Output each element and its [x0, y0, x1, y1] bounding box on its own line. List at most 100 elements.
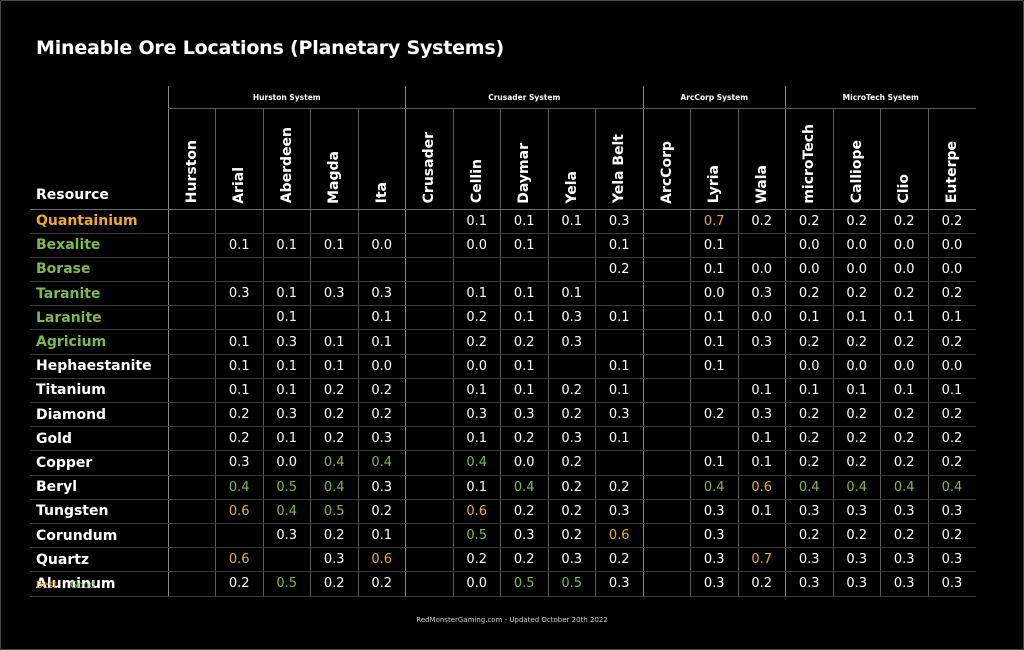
column-header: Hurston: [167, 108, 216, 210]
value-cell: 0.3: [310, 547, 358, 573]
value-cell: 0.6: [215, 547, 263, 573]
value-cell: 0.6: [737, 475, 786, 500]
value-cell: [405, 305, 453, 331]
value-cell: 0.1: [737, 378, 786, 404]
value-cell: [167, 450, 216, 476]
value-cell: [167, 354, 216, 379]
value-cell: 0.1: [262, 354, 311, 379]
value-cell: 0.3: [595, 571, 643, 597]
value-cell: [642, 402, 691, 428]
column-header-label: Euterpe: [944, 141, 960, 204]
value-cell: 0.1: [310, 233, 358, 258]
value-cell: 0.2: [927, 402, 976, 428]
value-cell: 0.2: [215, 402, 263, 428]
value-cell: 0.3: [357, 281, 406, 307]
column-header-label: Magda: [326, 150, 343, 204]
table-row: Gold 0.2 0.1 0.2 0.3 0.1 0.2 0.3 0.1 0.1 0.2 0.2 0.2…: [30, 426, 976, 452]
value-cell: 0.1: [690, 329, 738, 355]
value-cell: [642, 426, 691, 452]
value-cell: 0.2: [500, 499, 548, 524]
table-row: Tungsten 0.6 0.4 0.5 0.2 0.6 0.2 0.2 0.3 0.3 0.1 0.…: [30, 499, 976, 524]
value-cell: [405, 450, 453, 476]
value-cell: 0.1: [452, 475, 501, 500]
value-cell: 0.2: [547, 450, 596, 476]
value-cell: 0.2: [215, 571, 263, 597]
value-cell: [167, 402, 216, 428]
table-row: Corundum 0.3 0.2 0.1 0.5 0.3 0.2 0.6 0.3 0.2 0.2 0.…: [30, 523, 976, 549]
value-cell: 0.1: [595, 305, 643, 331]
value-cell: 0.0: [452, 233, 501, 258]
value-cell: [310, 209, 358, 234]
column-header: Calliope: [832, 108, 881, 210]
value-cell: 0.1: [500, 378, 548, 404]
resource-name: Titanium: [30, 378, 168, 404]
value-cell: 0.2: [310, 402, 358, 428]
value-cell: [642, 450, 691, 476]
resource-name: Tungsten: [30, 499, 168, 524]
resource-name: Hephaestanite: [30, 354, 168, 379]
value-cell: [642, 329, 691, 355]
value-cell: [595, 450, 643, 476]
column-header: Lyria: [690, 108, 738, 210]
column-header: Euterpe: [927, 108, 976, 210]
value-cell: 0.5: [262, 571, 311, 597]
value-cell: 0.1: [262, 378, 311, 404]
value-cell: 0.2: [927, 523, 976, 549]
value-cell: 0.6: [452, 499, 501, 524]
value-cell: [405, 354, 453, 379]
value-cell: 0.2: [880, 426, 928, 452]
value-cell: 0.2: [880, 523, 928, 549]
column-header: Magda: [310, 108, 358, 210]
resource-name: Agricium: [30, 329, 168, 355]
value-cell: 0.3: [357, 426, 406, 452]
value-cell: 0.5: [262, 475, 311, 500]
value-cell: [357, 257, 406, 283]
table-row: Taranite 0.3 0.1 0.3 0.3 0.1 0.1 0.1 0.0 0.3 0.2 0.…: [30, 281, 976, 307]
table-row: Quantainium 0.1 0.1 0.1 0.3 0.7 0.2 0.2 0.2 0.2 0.…: [30, 209, 976, 234]
value-cell: 0.1: [595, 354, 643, 379]
value-cell: 0.1: [880, 378, 928, 404]
value-cell: [642, 233, 691, 258]
resource-name: Laranite: [30, 305, 168, 331]
value-cell: [167, 426, 216, 452]
page-title: Mineable Ore Locations (Planetary System…: [36, 37, 505, 59]
value-cell: 0.2: [832, 450, 881, 476]
value-cell: 0.1: [215, 329, 263, 355]
value-cell: [690, 378, 738, 404]
value-cell: [167, 378, 216, 404]
value-cell: 0.3: [737, 402, 786, 428]
value-cell: 0.4: [927, 475, 976, 500]
column-header: Yela: [547, 108, 596, 210]
system-header-row: Hurston System Crusader System ArcCorp Sys…: [30, 86, 976, 109]
system-header: Hurston System: [167, 86, 406, 109]
value-cell: 0.6: [215, 499, 263, 524]
value-cell: 0.2: [500, 329, 548, 355]
value-cell: 0.2: [927, 281, 976, 307]
value-cell: 0.1: [595, 233, 643, 258]
value-cell: [405, 257, 453, 283]
value-cell: 0.0: [880, 233, 928, 258]
column-header-label: Crusader: [421, 132, 438, 204]
column-header: Daymar: [500, 108, 548, 210]
value-cell: 0.4: [785, 475, 833, 500]
value-cell: 0.3: [500, 402, 548, 428]
value-cell: 0.3: [785, 499, 833, 524]
value-cell: 0.2: [832, 209, 881, 234]
value-cell: [167, 499, 216, 524]
value-cell: 0.0: [832, 257, 881, 283]
column-header-label: Yela: [563, 170, 580, 204]
column-header-label: Lyria: [706, 165, 723, 204]
value-cell: 0.1: [262, 305, 311, 331]
value-cell: [262, 257, 311, 283]
value-cell: 0.0: [357, 233, 406, 258]
value-cell: 0.1: [357, 523, 406, 549]
value-cell: [547, 233, 596, 258]
value-cell: 0.0: [927, 354, 976, 379]
value-cell: [215, 257, 263, 283]
value-cell: [405, 378, 453, 404]
value-cell: 0.0: [927, 257, 976, 283]
column-header: Aberdeen: [262, 108, 311, 210]
value-cell: 0.7: [690, 209, 738, 234]
column-header-label: Hurston: [183, 140, 200, 204]
value-cell: [642, 571, 691, 597]
